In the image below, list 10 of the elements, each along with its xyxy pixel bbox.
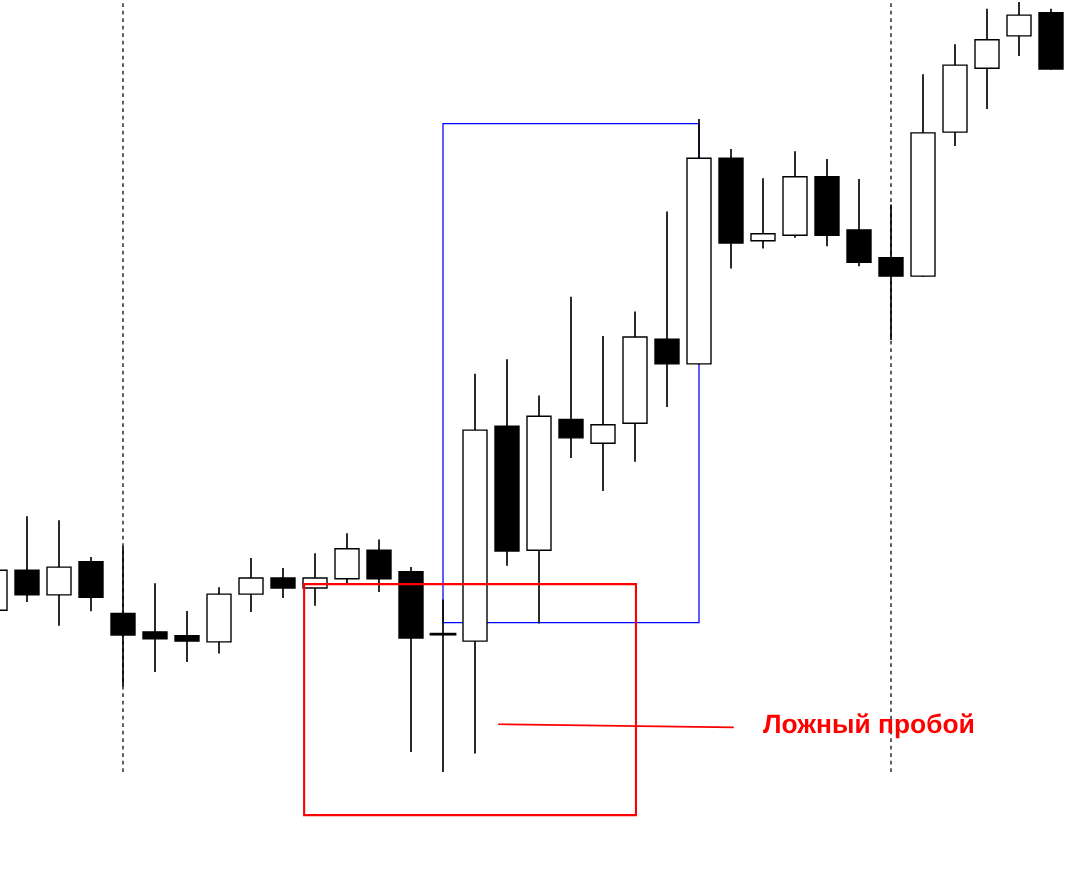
candlestick <box>558 296 584 458</box>
candlestick <box>590 336 616 492</box>
candlestick <box>1006 2 1032 56</box>
candlestick <box>174 611 200 662</box>
candlestick <box>270 567 296 599</box>
candlestick <box>142 583 168 672</box>
annotation: Ложный пробой <box>763 713 973 739</box>
candlestick <box>750 178 776 249</box>
candlestick <box>238 557 264 612</box>
candlestick <box>429 599 457 772</box>
